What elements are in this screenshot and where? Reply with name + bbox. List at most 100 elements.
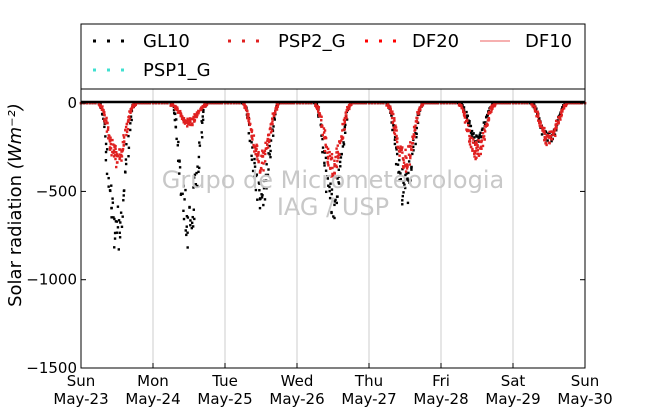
data-point	[402, 161, 406, 164]
data-point	[334, 155, 337, 159]
data-point	[393, 136, 397, 139]
data-point	[418, 108, 421, 111]
data-point	[344, 123, 347, 127]
data-point	[250, 130, 253, 134]
legend-label: DF20	[412, 31, 459, 52]
data-point	[111, 197, 114, 200]
data-point	[482, 121, 486, 124]
data-point	[550, 139, 553, 143]
data-point	[409, 141, 412, 144]
data-point	[336, 177, 339, 180]
data-point	[253, 161, 256, 165]
data-point	[402, 165, 405, 168]
data-point	[543, 130, 546, 133]
data-point	[102, 112, 106, 115]
data-point	[339, 156, 343, 159]
data-point	[333, 200, 337, 203]
data-point	[316, 104, 319, 108]
data-point	[330, 157, 334, 160]
data-point	[328, 189, 331, 193]
data-point	[556, 119, 559, 122]
y-tick-label: −1500	[26, 359, 77, 377]
data-point	[332, 174, 335, 178]
data-point	[173, 118, 177, 122]
data-point	[481, 132, 485, 135]
data-point	[190, 221, 194, 225]
data-point	[115, 153, 119, 156]
data-point	[393, 128, 396, 132]
data-point	[316, 110, 320, 113]
data-point	[415, 116, 418, 120]
data-point	[561, 106, 564, 109]
data-point	[104, 158, 108, 162]
data-point	[327, 164, 330, 167]
data-point	[272, 125, 275, 128]
legend-marker	[256, 39, 259, 43]
data-point	[415, 126, 418, 130]
data-point	[249, 122, 252, 126]
data-point	[478, 147, 482, 150]
data-point	[405, 172, 408, 175]
data-point	[390, 114, 393, 117]
data-point	[333, 203, 336, 207]
data-point	[315, 106, 318, 109]
data-point	[480, 140, 483, 144]
data-point	[183, 119, 186, 122]
data-point	[191, 215, 194, 219]
data-point	[104, 142, 108, 146]
data-point	[395, 152, 399, 156]
data-point	[543, 126, 546, 130]
data-point	[398, 154, 401, 157]
data-point	[401, 167, 404, 171]
data-point	[465, 118, 469, 122]
data-point	[268, 138, 271, 141]
legend-marker	[365, 39, 368, 43]
data-point	[107, 185, 110, 188]
data-point	[106, 128, 110, 131]
data-point	[405, 163, 409, 166]
data-point	[413, 135, 416, 138]
data-point	[252, 134, 256, 137]
data-point	[348, 105, 351, 108]
data-point	[560, 109, 564, 112]
data-point	[544, 142, 547, 145]
data-point	[412, 145, 415, 149]
data-point	[332, 215, 335, 218]
data-point	[255, 144, 259, 148]
data-point	[184, 188, 187, 192]
data-point	[268, 144, 271, 148]
data-point	[110, 154, 113, 157]
data-point	[562, 105, 566, 109]
legend-marker	[379, 39, 382, 43]
data-point	[473, 136, 476, 139]
data-point	[193, 217, 196, 221]
data-point	[345, 114, 348, 117]
data-point	[399, 172, 402, 175]
data-point	[113, 150, 116, 153]
data-point	[325, 146, 329, 149]
data-point	[173, 112, 177, 116]
data-point	[258, 206, 262, 210]
data-point	[412, 149, 415, 152]
data-point	[266, 146, 270, 149]
watermark-line-1: Grupo de Micrometeorologia	[162, 166, 504, 194]
data-point	[248, 139, 252, 143]
data-point	[328, 185, 331, 189]
data-point	[468, 137, 472, 141]
data-point	[182, 217, 186, 221]
data-point	[201, 115, 204, 118]
data-point	[259, 197, 262, 200]
data-point	[185, 233, 188, 237]
data-point	[252, 143, 255, 147]
data-point	[114, 144, 117, 148]
data-point	[264, 179, 268, 182]
data-point	[392, 126, 396, 130]
data-point	[493, 102, 496, 105]
data-point	[253, 175, 256, 178]
data-point	[463, 121, 467, 124]
data-point	[104, 150, 108, 154]
data-point	[269, 131, 273, 134]
data-point	[261, 155, 265, 158]
data-point	[410, 165, 413, 169]
data-point	[116, 161, 119, 164]
